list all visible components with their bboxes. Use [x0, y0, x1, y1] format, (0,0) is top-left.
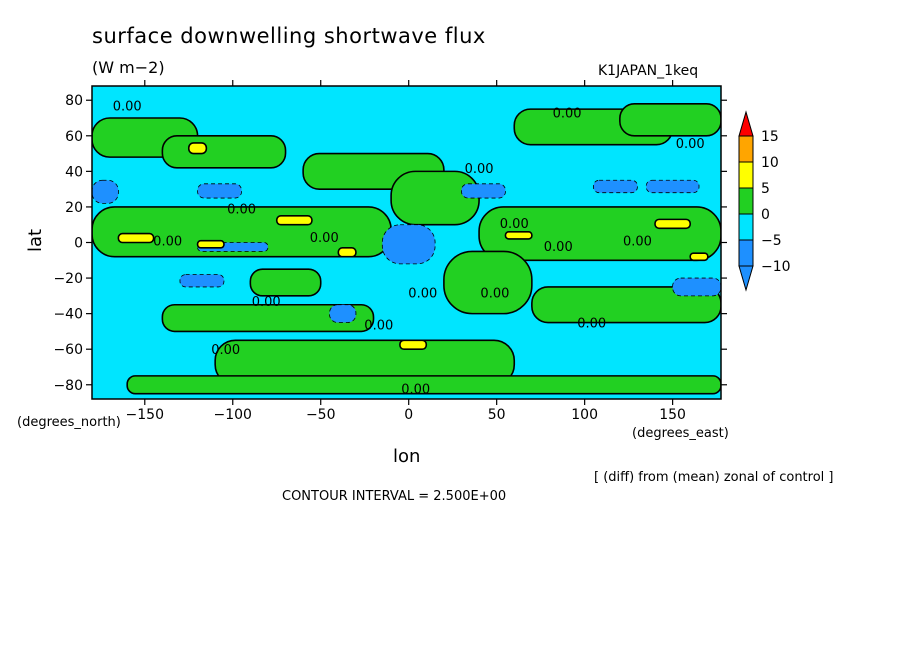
contour-region — [443, 250, 533, 315]
x-tick-label: 150 — [659, 407, 686, 423]
contour-label: 0.00 — [310, 231, 339, 246]
contour-label: 0.00 — [480, 286, 509, 301]
contour-region — [619, 102, 721, 137]
contour-region — [645, 179, 700, 194]
colorbar-segment — [738, 161, 754, 189]
colorbar-min-arrow — [738, 265, 754, 292]
contour-label: 0.00 — [227, 203, 256, 218]
diff-note: [ (diff) from (mean) zonal of control ] — [594, 470, 834, 485]
x-axis-label: lon — [393, 446, 421, 467]
contour-interval: CONTOUR INTERVAL = 2.500E+00 — [282, 489, 507, 504]
x-tick-label: 100 — [571, 407, 598, 423]
colorbar-segment — [738, 213, 754, 241]
contour-label: 0.00 — [623, 235, 652, 250]
contour-region — [126, 375, 721, 395]
contour-region — [196, 239, 225, 249]
contour-region — [689, 252, 709, 262]
contour-label: 0.00 — [500, 217, 529, 232]
chart-title: surface downwelling shortwave flux — [92, 24, 486, 48]
x-tick-label: 0 — [404, 407, 413, 423]
y-tick-label: 80 — [65, 93, 83, 109]
contour-region — [337, 247, 357, 258]
colorbar-segment — [738, 239, 754, 267]
contour-label: 0.00 — [676, 137, 705, 152]
colorbar-tick-label: 15 — [761, 129, 779, 145]
contour-region — [381, 224, 436, 265]
contour-region — [461, 183, 506, 199]
contour-label: 0.00 — [577, 317, 606, 332]
contour-label: 0.00 — [211, 343, 240, 358]
y-tick-label: 20 — [65, 200, 83, 216]
colorbar-tick-label: −5 — [761, 233, 782, 249]
contour-region — [179, 274, 225, 288]
contour-region — [329, 304, 357, 323]
contour-region — [593, 179, 638, 194]
colorbar-tick-label: 10 — [761, 155, 779, 171]
contour-region — [249, 268, 322, 297]
x-axis-units: (degrees_east) — [632, 426, 729, 441]
contour-region — [504, 231, 533, 240]
contour-label: 0.00 — [252, 295, 281, 310]
contour-region — [654, 218, 692, 230]
contour-region — [672, 277, 721, 297]
contour-region — [161, 303, 375, 333]
colorbar-segment — [738, 187, 754, 215]
y-tick-label: 60 — [65, 129, 83, 145]
contour-label: 0.00 — [364, 318, 393, 333]
colorbar-tick-label: −10 — [761, 259, 791, 275]
contour-region — [161, 134, 287, 169]
contour-label: 0.00 — [401, 382, 430, 397]
contour-region — [531, 286, 721, 324]
y-tick-label: −20 — [53, 271, 83, 287]
colorbar-segment — [738, 135, 754, 163]
contour-label: 0.00 — [153, 235, 182, 250]
contour-label: 0.00 — [544, 240, 573, 255]
y-tick-label: −80 — [53, 378, 83, 394]
run-label: K1JAPAN_1keq — [598, 63, 699, 79]
contour-region — [399, 339, 428, 351]
contour-region — [197, 183, 242, 199]
y-tick-label: −40 — [53, 307, 83, 323]
x-tick-label: −50 — [306, 407, 336, 423]
colorbar-max-arrow — [738, 110, 754, 137]
colorbar-tick-label: 5 — [761, 181, 770, 197]
contour-region — [117, 232, 155, 244]
colorbar-tick-label: 0 — [761, 207, 770, 223]
y-tick-label: −60 — [53, 342, 83, 358]
contour-label: 0.00 — [113, 100, 142, 115]
y-axis-units: (degrees_north) — [17, 415, 121, 430]
contour-label: 0.00 — [408, 286, 437, 301]
y-tick-label: 40 — [65, 164, 83, 180]
contour-region — [275, 215, 313, 226]
x-tick-label: −100 — [214, 407, 252, 423]
y-tick-label: 0 — [74, 236, 83, 252]
x-tick-label: 50 — [488, 407, 506, 423]
contour-region — [92, 179, 119, 204]
chart-units: (W m−2) — [92, 58, 165, 77]
contour-label: 0.00 — [553, 107, 582, 122]
x-tick-label: −150 — [126, 407, 164, 423]
contour-region — [187, 142, 208, 155]
contour-label: 0.00 — [465, 162, 494, 177]
